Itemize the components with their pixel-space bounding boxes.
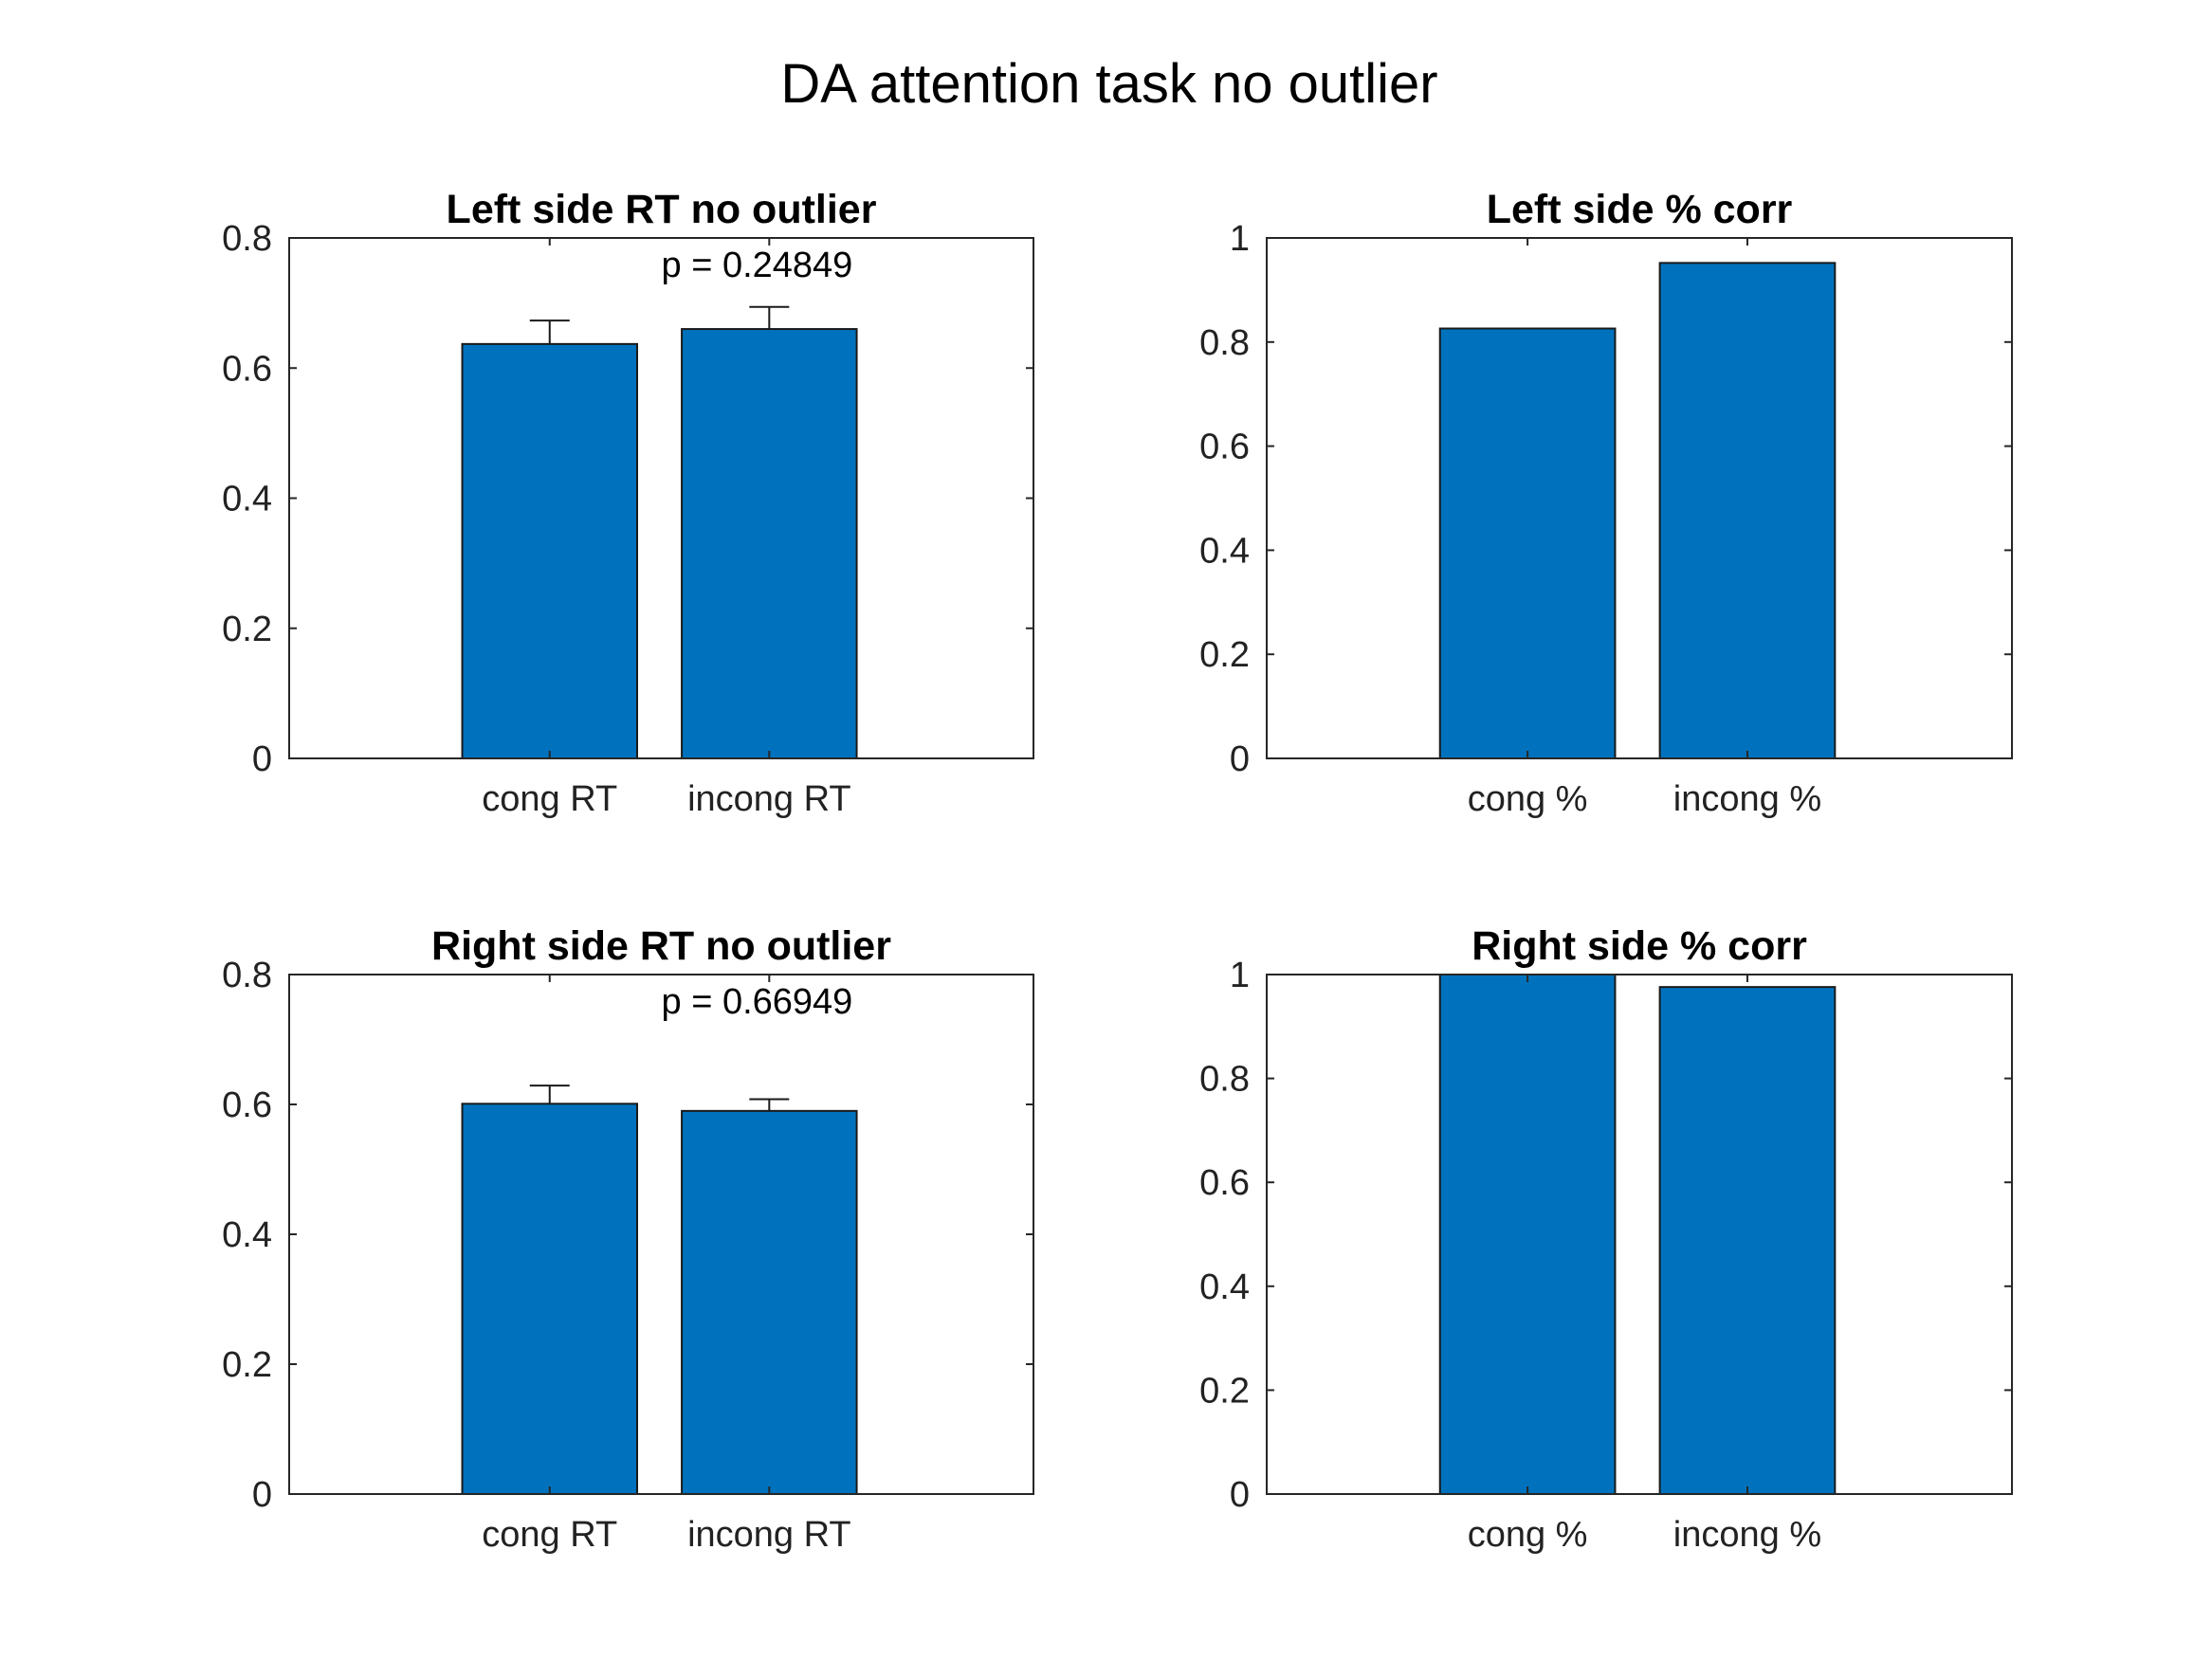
- y-tick-label: 0.2: [1199, 1371, 1250, 1411]
- x-tick-label: incong RT: [687, 1515, 851, 1555]
- subplot-title: Left side RT no outlier: [447, 187, 877, 232]
- y-tick-label: 0.2: [222, 1345, 272, 1385]
- error-bar: [529, 1085, 570, 1104]
- subplot-2: Left side % corr 0 0.2 0.4 0.6 0.8 1 cong % inco…: [1199, 187, 2013, 819]
- x-tick-label: cong %: [1468, 779, 1588, 819]
- p-value-annotation: p = 0.66949: [662, 982, 853, 1022]
- y-tick-label: 0: [252, 1475, 272, 1515]
- bar-cong-rt: [461, 1103, 638, 1495]
- subplot-grid: Left side RT no outlier 0 0.2 0.4 0.6 0.8 cong…: [222, 187, 2013, 1555]
- bar-cong-rt: [461, 342, 638, 759]
- y-tick-label: 0: [1230, 1475, 1250, 1515]
- y-tick-label: 0.6: [222, 349, 272, 389]
- axes-frame: [1266, 974, 2013, 1495]
- y-tick-label: 0.6: [1199, 1163, 1250, 1203]
- y-tick-label: 0.4: [1199, 531, 1250, 571]
- bar-cong-: [1438, 974, 1617, 1495]
- y-tick-label: 1: [1230, 956, 1250, 995]
- subplot-1: Left side RT no outlier 0 0.2 0.4 0.6 0.8 cong…: [222, 187, 1034, 819]
- y-tick-label: 0: [252, 739, 272, 779]
- y-tick-label: 0.6: [1199, 428, 1250, 467]
- axes-frame: [288, 237, 1034, 759]
- y-tick-label: 0.2: [222, 610, 272, 649]
- figure-title: DA attention task no outlier: [780, 53, 1437, 115]
- y-tick-label: 0.2: [1199, 635, 1250, 675]
- y-tick-label: 0.6: [222, 1085, 272, 1125]
- x-tick-label: cong RT: [482, 1515, 617, 1555]
- x-tick-label: cong RT: [482, 779, 617, 819]
- subplot-title: Right side % corr: [1472, 923, 1807, 969]
- y-tick-label: 0.8: [222, 219, 272, 259]
- y-tick-label: 0.4: [222, 480, 272, 520]
- x-tick-label: incong RT: [687, 779, 851, 819]
- subplot-4: Right side % corr 0 0.2 0.4 0.6 0.8 1 cong % inc…: [1199, 923, 2013, 1555]
- axes-frame: [1266, 237, 2013, 759]
- subplot-title: Left side % corr: [1487, 187, 1793, 232]
- x-tick-label: cong %: [1468, 1515, 1588, 1555]
- y-tick-label: 1: [1230, 219, 1250, 259]
- error-bar: [749, 305, 790, 330]
- y-tick-label: 0: [1230, 739, 1250, 779]
- y-tick-label: 0.4: [1199, 1267, 1250, 1307]
- subplot-title: Right side RT no outlier: [431, 923, 891, 969]
- axes-frame: [288, 974, 1034, 1495]
- error-bar: [529, 319, 570, 344]
- y-tick-label: 0.4: [222, 1215, 272, 1255]
- bar-incong-: [1658, 262, 1837, 759]
- bar-incong-rt: [681, 328, 858, 759]
- y-tick-label: 0.8: [222, 956, 272, 995]
- p-value-annotation: p = 0.24849: [662, 246, 853, 285]
- error-bar: [749, 1098, 790, 1111]
- y-tick-label: 0.8: [1199, 323, 1250, 363]
- bar-incong-rt: [681, 1109, 858, 1495]
- bar-cong-: [1438, 327, 1617, 759]
- subplot-3: Right side RT no outlier 0 0.2 0.4 0.6 0.8 con…: [222, 923, 1034, 1555]
- bar-incong-: [1658, 986, 1837, 1495]
- x-tick-label: incong %: [1673, 1515, 1821, 1555]
- x-tick-label: incong %: [1673, 779, 1821, 819]
- y-tick-label: 0.8: [1199, 1060, 1250, 1100]
